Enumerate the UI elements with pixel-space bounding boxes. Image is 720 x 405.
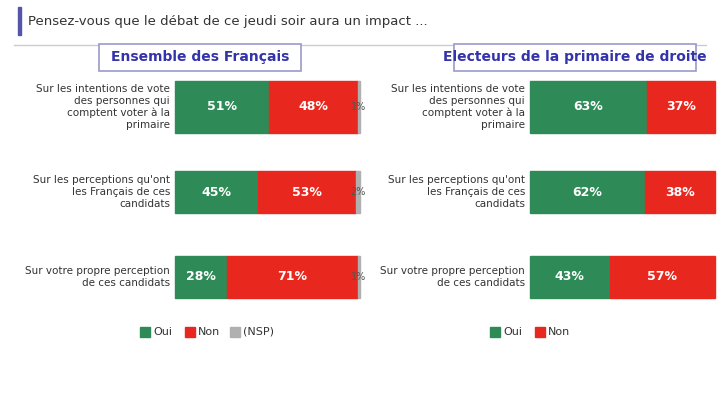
FancyBboxPatch shape (99, 44, 301, 71)
Bar (358, 256, 360, 298)
Text: 45%: 45% (202, 185, 232, 198)
Text: Sur les perceptions qu'ont
les Français de ces
candidats: Sur les perceptions qu'ont les Français … (33, 175, 170, 209)
Text: 37%: 37% (666, 100, 696, 113)
Text: 57%: 57% (647, 271, 678, 284)
Text: 62%: 62% (572, 185, 603, 198)
Text: 71%: 71% (277, 271, 307, 284)
Bar (269, 81, 358, 133)
Bar (530, 256, 610, 298)
Text: Oui: Oui (503, 327, 522, 337)
Text: 63%: 63% (573, 100, 603, 113)
Text: 38%: 38% (665, 185, 695, 198)
Bar (227, 256, 358, 298)
Bar (530, 171, 644, 213)
FancyBboxPatch shape (454, 44, 696, 71)
Text: Electeurs de la primaire de droite: Electeurs de la primaire de droite (444, 51, 707, 64)
Text: 1%: 1% (351, 272, 366, 282)
Bar (535, 327, 545, 337)
Bar (356, 171, 360, 213)
Text: Ensemble des Français: Ensemble des Français (111, 51, 289, 64)
Text: Sur votre propre perception
de ces candidats: Sur votre propre perception de ces candi… (25, 266, 170, 288)
Bar (175, 81, 269, 133)
Text: 48%: 48% (299, 100, 329, 113)
Text: Non: Non (198, 327, 220, 337)
Text: Sur les perceptions qu'ont
les Français de ces
candidats: Sur les perceptions qu'ont les Français … (388, 175, 525, 209)
Text: 1%: 1% (351, 102, 366, 112)
Bar (140, 327, 150, 337)
Bar (175, 171, 258, 213)
Bar (490, 327, 500, 337)
Text: 51%: 51% (207, 100, 237, 113)
Bar (18, 7, 21, 35)
Text: 53%: 53% (292, 185, 323, 198)
Bar (230, 327, 240, 337)
Text: (NSP): (NSP) (243, 327, 274, 337)
Bar (175, 256, 227, 298)
Text: Oui: Oui (153, 327, 172, 337)
Bar (530, 81, 647, 133)
Bar (647, 81, 715, 133)
Bar (358, 81, 360, 133)
Bar (610, 256, 715, 298)
Text: Pensez-vous que le débat de ce jeudi soir aura un impact ...: Pensez-vous que le débat de ce jeudi soi… (28, 15, 428, 28)
Text: Sur les intentions de vote
des personnes qui
comptent voter à la
primaire: Sur les intentions de vote des personnes… (36, 84, 170, 130)
Text: 2%: 2% (351, 187, 366, 197)
Bar (258, 171, 356, 213)
Bar (644, 171, 715, 213)
Text: Sur votre propre perception
de ces candidats: Sur votre propre perception de ces candi… (380, 266, 525, 288)
Text: 28%: 28% (186, 271, 216, 284)
Text: Non: Non (548, 327, 570, 337)
Text: Sur les intentions de vote
des personnes qui
comptent voter à la
primaire: Sur les intentions de vote des personnes… (391, 84, 525, 130)
Text: 43%: 43% (555, 271, 585, 284)
Bar (185, 327, 195, 337)
